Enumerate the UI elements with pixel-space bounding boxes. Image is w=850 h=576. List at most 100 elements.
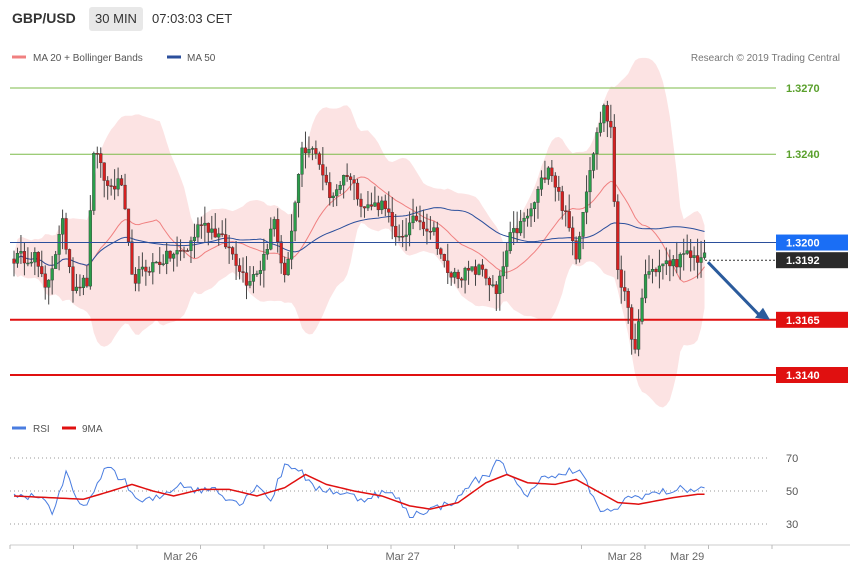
- candle-6: [33, 247, 37, 276]
- candle-body: [418, 220, 422, 223]
- candle-body: [206, 222, 210, 233]
- candle-38: [144, 259, 148, 286]
- candle-body: [525, 215, 530, 219]
- candle-142: [505, 242, 509, 279]
- candle-120: [428, 216, 432, 240]
- candle-body: [470, 266, 474, 271]
- candle-76: [276, 208, 280, 253]
- candle-134: [477, 263, 481, 276]
- candle-145: [515, 211, 519, 242]
- candle-body: [40, 266, 44, 275]
- candle-body: [407, 222, 412, 236]
- candle-149: [529, 203, 533, 227]
- candle-188: [664, 247, 668, 275]
- candle-body: [71, 266, 75, 291]
- candle-body: [345, 175, 349, 177]
- candle-178: [630, 304, 634, 355]
- candle-124: [442, 253, 446, 268]
- candle-body: [36, 252, 40, 267]
- candle-body: [276, 219, 280, 242]
- candle-69: [251, 266, 256, 294]
- candle-73: [265, 243, 269, 260]
- candle-123: [439, 247, 443, 259]
- candle-121: [432, 221, 436, 236]
- candle-body: [553, 175, 557, 188]
- candle-body: [335, 189, 339, 197]
- candle-body: [453, 271, 457, 278]
- rsi-legend-label: RSI: [33, 424, 50, 435]
- candle-154: [546, 166, 550, 185]
- rsi-tick-label-0: 70: [786, 453, 798, 465]
- level-tag-3: [776, 367, 848, 383]
- candle-body: [390, 212, 394, 227]
- candle-body: [102, 162, 106, 181]
- candle-body: [67, 249, 72, 267]
- candle-65: [237, 258, 242, 280]
- rsi-tick-label-2: 30: [786, 519, 798, 531]
- candle-body: [567, 211, 571, 229]
- candle-189: [668, 249, 672, 282]
- candle-body: [283, 262, 287, 276]
- candle-body: [466, 267, 471, 271]
- candle-body: [491, 284, 495, 286]
- candle-32: [123, 173, 127, 211]
- candle-165: [584, 175, 589, 225]
- candle-body: [574, 240, 578, 260]
- candle-180: [637, 309, 641, 357]
- candle-body: [442, 254, 446, 262]
- candle-body: [578, 236, 582, 260]
- candle-4: [26, 247, 30, 267]
- candle-body: [643, 274, 648, 299]
- candle-157: [557, 175, 561, 201]
- candle-199: [702, 239, 707, 260]
- candle-191: [675, 241, 679, 274]
- candle-107: [383, 194, 387, 217]
- candle-body: [682, 253, 686, 255]
- candle-177: [626, 288, 630, 324]
- ma50-legend-label: MA 50: [187, 53, 216, 64]
- candle-body: [699, 257, 703, 263]
- candle-181: [640, 288, 644, 325]
- candle-80: [290, 214, 294, 270]
- candle-169: [598, 111, 603, 137]
- candle-body: [355, 182, 360, 200]
- candle-body: [366, 204, 370, 209]
- candle-body: [588, 170, 592, 193]
- candle-135: [480, 259, 485, 277]
- candle-5: [29, 252, 33, 267]
- candle-body: [43, 273, 47, 288]
- timeframe-label: 30 MIN: [95, 11, 137, 26]
- candle-body: [296, 174, 301, 203]
- candle-body: [352, 179, 356, 184]
- timeframe-badge[interactable]: [89, 7, 143, 31]
- candle-body: [508, 232, 512, 252]
- candle-body: [404, 234, 408, 237]
- candle-128: [456, 269, 460, 289]
- candle-body: [331, 195, 335, 199]
- candle-body: [519, 221, 523, 234]
- candle-114: [407, 211, 412, 247]
- candle-body: [623, 287, 627, 292]
- candle-body: [460, 278, 464, 281]
- candle-body: [116, 178, 120, 190]
- candle-body: [220, 233, 224, 235]
- candle-body: [484, 269, 488, 279]
- candle-74: [269, 217, 273, 251]
- candle-body: [244, 272, 249, 286]
- candle-12: [54, 250, 58, 269]
- candle-body: [571, 227, 575, 241]
- candle-body: [144, 266, 148, 272]
- candle-51: [189, 236, 193, 264]
- candle-97: [348, 173, 353, 191]
- candle-body: [494, 284, 498, 294]
- candle-body: [373, 202, 377, 207]
- candle-body: [515, 228, 519, 234]
- candle-171: [605, 100, 609, 138]
- candle-77: [279, 235, 283, 274]
- candle-body: [546, 167, 550, 180]
- candle-167: [591, 152, 596, 179]
- candle-body: [147, 271, 151, 273]
- candle-body: [29, 261, 33, 264]
- candle-11: [50, 255, 54, 295]
- candle-body: [550, 167, 554, 177]
